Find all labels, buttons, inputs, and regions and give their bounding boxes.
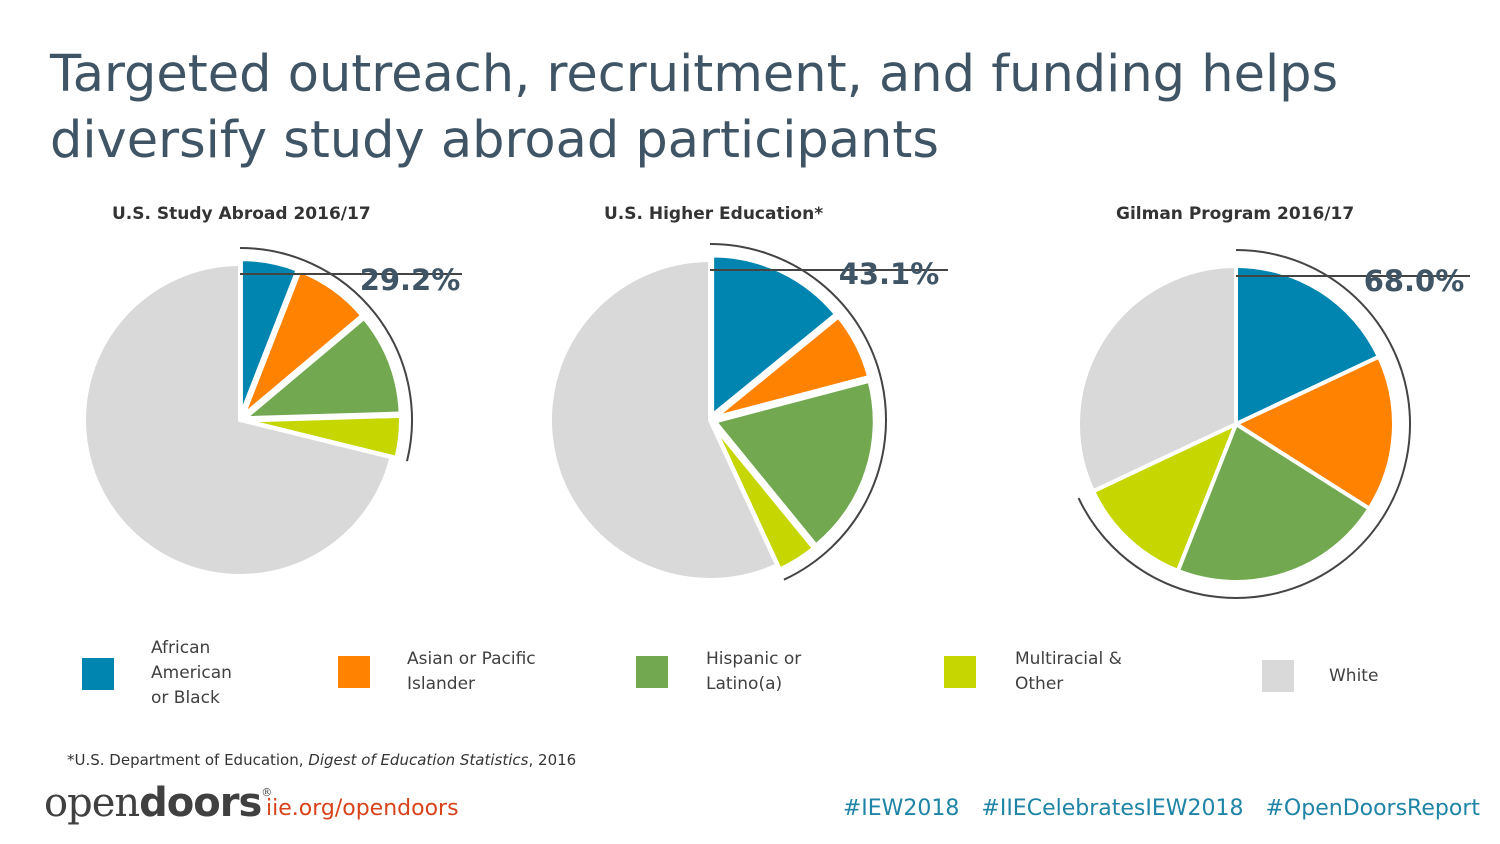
legend-item-white: White: [1262, 660, 1378, 692]
pie-slice-african-american: [238, 257, 300, 418]
pie-slice-hispanic: [242, 315, 403, 421]
callout-percentage: 29.2%: [360, 263, 461, 297]
pie-slice-multiracial: [710, 422, 816, 572]
callout-arc: [709, 243, 887, 581]
opendoors-logo: opendoors®: [44, 780, 272, 826]
footnote-suffix: , 2016: [528, 751, 577, 769]
footnote-prefix: *U.S. Department of Education,: [67, 751, 309, 769]
pie-title-study-abroad: U.S. Study Abroad 2016/17: [112, 204, 371, 224]
pie-slice-white: [82, 262, 394, 578]
pie-slice-multiracial: [242, 413, 403, 460]
footnote-italic: Digest of Education Statistics: [308, 751, 529, 769]
hashtag-opendoors-report[interactable]: #OpenDoorsReport: [1265, 796, 1481, 821]
legend-swatch: [944, 656, 976, 688]
legend-item-asian: Asian or Pacific Islander: [338, 647, 557, 697]
legend-label: White: [1329, 665, 1379, 686]
legend-item-hispanic: Hispanic or Latino(a): [636, 647, 826, 697]
legend-swatch: [338, 656, 370, 688]
callout-percentage: 43.1%: [839, 257, 940, 291]
pie-slice-asian: [1234, 354, 1396, 511]
legend-item-multiracial: Multiracial & Other: [944, 647, 1125, 697]
footnote: *U.S. Department of Education, Digest of…: [67, 751, 576, 769]
legend-swatch: [1262, 660, 1294, 692]
pie-slice-white: [548, 258, 780, 582]
pie-title-higher-education: U.S. Higher Education*: [604, 204, 824, 224]
pie-chart-study-abroad: 29.2%: [82, 247, 462, 578]
callout-percentage: 68.0%: [1364, 264, 1465, 298]
callout-arc: [1077, 249, 1411, 599]
pie-slice-asian: [240, 268, 365, 418]
legend-label: African American or Black: [151, 638, 232, 708]
hashtags: #IEW2018 #IIECelebratesIEW2018 #OpenDoorsR…: [821, 796, 1480, 821]
legend-item-african-american: African American or Black: [82, 636, 251, 711]
legend-swatch: [82, 657, 114, 690]
hashtag-iew2018[interactable]: #IEW2018: [842, 796, 960, 821]
pie-chart-gilman: 68.0%: [1076, 249, 1470, 599]
hashtag-iie-celebrates[interactable]: #IIECelebratesIEW2018: [981, 796, 1244, 821]
legend-label: Multiracial & Other: [1015, 649, 1122, 694]
legend-label: Asian or Pacific Islander: [407, 649, 536, 694]
pie-slice-hispanic: [1175, 422, 1372, 584]
legend-label: Hispanic or Latino(a): [706, 649, 802, 694]
pie-slice-african-american: [1234, 264, 1381, 426]
callout-arc: [239, 247, 413, 462]
slide-title: Targeted outreach, recruitment, and fund…: [50, 45, 1339, 170]
logo-mark: ®: [261, 786, 272, 799]
pie-slice-multiracial: [1091, 422, 1238, 573]
logo-light: open: [44, 780, 140, 826]
pie-slice-hispanic: [712, 378, 877, 548]
pie-slice-asian: [712, 314, 872, 420]
pie-title-gilman: Gilman Program 2016/17: [1116, 204, 1355, 224]
site-link[interactable]: iie.org/opendoors: [266, 796, 459, 821]
logo-bold: doors: [139, 780, 262, 826]
pie-slice-white: [1076, 264, 1238, 494]
pie-chart-higher-education: 43.1%: [548, 243, 948, 582]
legend-swatch: [636, 656, 668, 688]
